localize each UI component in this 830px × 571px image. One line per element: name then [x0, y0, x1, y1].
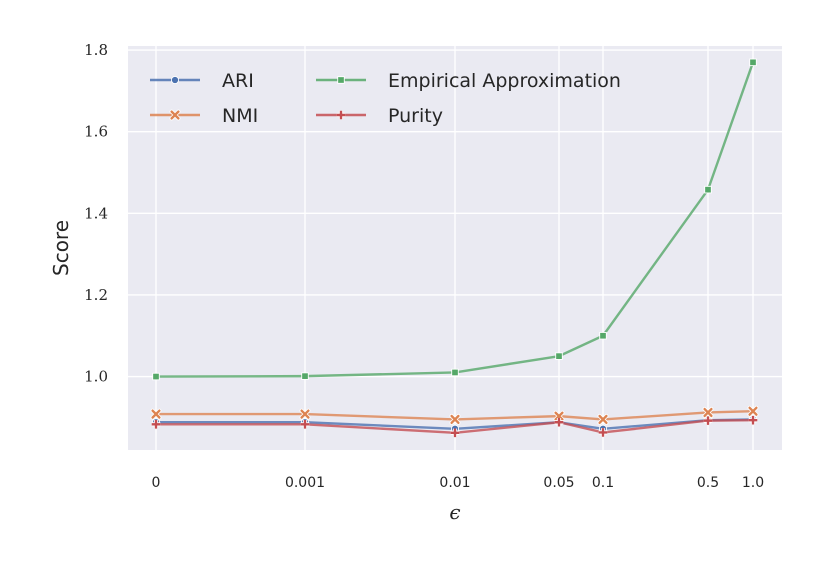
data-point: [749, 58, 757, 67]
legend-label: Empirical Approximation: [388, 70, 621, 92]
legend-marker: [169, 109, 181, 121]
legend-item: NMI: [150, 105, 258, 127]
x-tick-label: 0.5: [697, 475, 719, 491]
data-point: [747, 405, 759, 417]
data-point: [599, 331, 607, 340]
series-nmi: [150, 405, 759, 425]
data-point: [554, 417, 564, 427]
data-point: [598, 428, 608, 437]
series-empirical-approximation: [152, 58, 757, 381]
y-tick-label: 1.6: [84, 123, 108, 141]
legend-item: ARI: [150, 70, 254, 92]
x-tick-label: 0.1: [592, 475, 614, 491]
data-point: [300, 419, 310, 429]
x-tick-label: 0.01: [439, 475, 470, 491]
legend-marker: [337, 76, 345, 84]
data-point: [451, 368, 459, 377]
data-point: [151, 419, 161, 429]
legend: ARI NMI Empirical Approximation Purity: [150, 70, 621, 127]
x-tick-labels: 0 0.001 0.01 0.05 0.1 0.5 1.0: [152, 475, 765, 491]
legend-label: ARI: [222, 70, 254, 92]
y-tick-labels: 1.0 1.2 1.4 1.6 1.8: [84, 41, 108, 385]
y-tick-label: 1.0: [84, 368, 108, 386]
data-point: [597, 413, 609, 425]
data-point: [152, 372, 160, 381]
legend-marker: [336, 110, 346, 120]
data-point: [702, 407, 714, 418]
legend-marker: [170, 75, 180, 85]
data-point: [450, 428, 460, 438]
y-axis-label: Score: [49, 220, 73, 276]
data-point: [748, 415, 758, 425]
legend-item: Empirical Approximation: [316, 70, 621, 92]
data-point: [301, 372, 309, 380]
data-point: [553, 410, 565, 422]
legend-label: Purity: [388, 105, 443, 127]
x-tick-label: 0: [152, 475, 161, 491]
x-tick-label: 0.001: [285, 475, 325, 491]
x-tick-label: 1.0: [742, 475, 764, 491]
legend-item: Purity: [316, 105, 443, 127]
data-point: [449, 413, 461, 425]
data-point: [704, 185, 712, 194]
y-tick-label: 1.8: [84, 41, 108, 59]
grid: [128, 46, 782, 450]
y-tick-label: 1.2: [84, 286, 108, 304]
y-tick-label: 1.4: [84, 204, 108, 222]
data-point: [555, 352, 563, 360]
data-point: [150, 408, 162, 420]
x-tick-label: 0.05: [543, 475, 574, 491]
data-point: [703, 416, 713, 425]
data-point: [299, 408, 311, 420]
series-layer: [150, 58, 759, 438]
x-axis-label: ϵ: [449, 500, 460, 524]
series-purity: [151, 415, 758, 438]
legend-label: NMI: [222, 105, 258, 127]
